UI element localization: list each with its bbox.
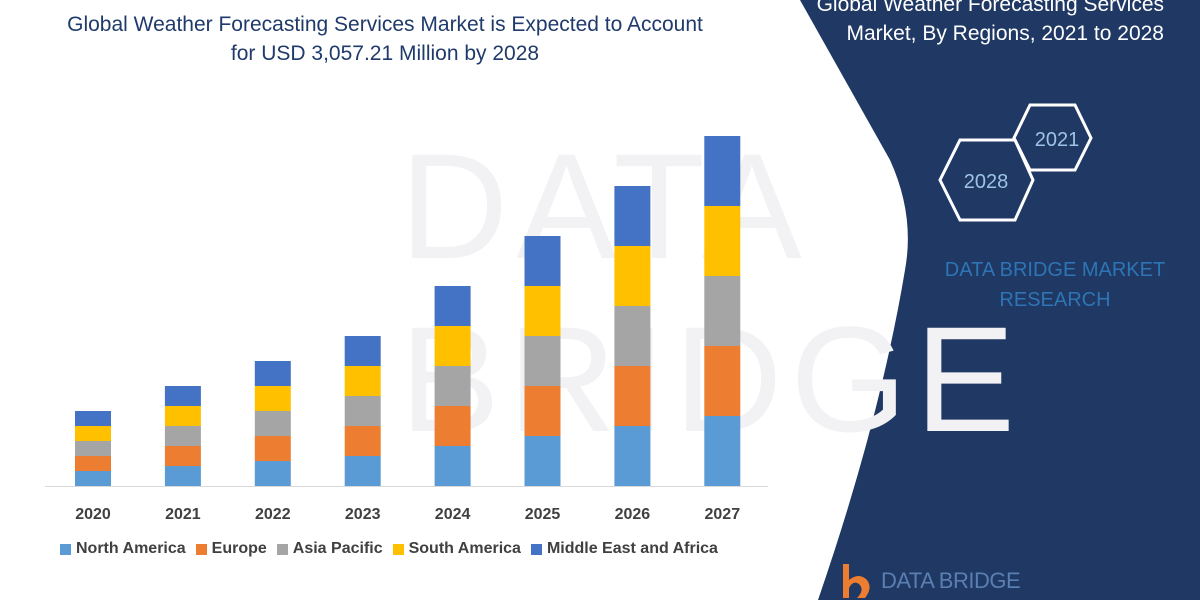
bar-2027-asia-pacific — [704, 276, 741, 346]
bar-2021-middle-east-and-africa — [164, 386, 201, 406]
legend-swatch — [195, 543, 207, 555]
bar-2020-south-america — [75, 426, 111, 441]
bar-2022-south-america — [254, 386, 291, 411]
legend-swatch — [530, 543, 542, 555]
x-tick-label: 2021 — [165, 506, 201, 523]
x-tick-label: 2027 — [705, 506, 741, 523]
x-tick-label: 2025 — [525, 506, 561, 523]
legend-swatch — [392, 543, 404, 555]
bar-2024-europe — [434, 406, 471, 446]
hexagon-2021 — [1012, 103, 1093, 172]
legend-label: North America — [76, 540, 186, 557]
bar-2022-europe — [254, 436, 291, 461]
bar-2023-south-america — [344, 366, 381, 396]
bar-2020-asia-pacific — [75, 441, 111, 456]
bar-2022-asia-pacific — [254, 411, 291, 436]
bar-2020-middle-east-and-africa — [75, 411, 111, 426]
x-tick-label: 2024 — [435, 506, 471, 523]
legend-swatch — [276, 543, 288, 555]
legend-label: Asia Pacific — [292, 540, 383, 557]
logo: DATA BRIDGE — [835, 562, 1021, 600]
bar-2025-north-america — [524, 436, 561, 486]
bar-2026-south-america — [614, 246, 651, 306]
legend-label: Europe — [211, 540, 267, 557]
hexagon-2028 — [938, 138, 1035, 222]
bar-2021-asia-pacific — [164, 426, 201, 446]
bar-2026-europe — [614, 366, 651, 426]
bar-2022-middle-east-and-africa — [254, 361, 291, 386]
legend-item: Asia Pacific — [276, 540, 383, 558]
bar-2020-europe — [75, 456, 111, 471]
bar-2025-asia-pacific — [524, 336, 561, 386]
x-tick-label: 2022 — [255, 506, 291, 523]
x-tick-label: 2026 — [615, 506, 651, 523]
hexagon-2021-label: 2021 — [1035, 129, 1080, 151]
bar-2020-north-america — [75, 471, 111, 486]
navy-side-panel — [800, 0, 1200, 600]
legend-label: South America — [408, 540, 521, 557]
bar-2027-middle-east-and-africa — [704, 136, 741, 206]
bar-2022-north-america — [254, 461, 291, 486]
legend-item: South America — [392, 540, 521, 558]
bar-2024-north-america — [434, 446, 471, 486]
bar-2027-south-america — [704, 206, 741, 276]
bar-2024-south-america — [434, 326, 471, 366]
bar-2023-middle-east-and-africa — [344, 336, 381, 366]
bar-2021-north-america — [164, 466, 201, 486]
bar-2026-middle-east-and-africa — [614, 186, 651, 246]
bar-2024-asia-pacific — [434, 366, 471, 406]
stacked-bar-chart: 2020 2021 2022 2023 2024 2025 2026 2027 — [45, 136, 768, 523]
bar-2025-europe — [524, 386, 561, 436]
side-title: Global Weather Forecasting Services Mark… — [816, 0, 1164, 45]
hexagon-2028-label: 2028 — [964, 171, 1009, 193]
bar-2026-north-america — [614, 426, 651, 486]
legend-item: Europe — [195, 540, 267, 558]
bar-2025-south-america — [524, 286, 561, 336]
bar-2023-europe — [344, 426, 381, 456]
legend-label: Middle East and Africa — [546, 540, 718, 557]
bar-2023-asia-pacific — [344, 396, 381, 426]
bar-2026-asia-pacific — [614, 306, 651, 366]
x-tick-label: 2020 — [75, 506, 111, 523]
legend-swatch — [60, 543, 71, 555]
legend: North America Europe Asia Pacific South Ame… — [60, 540, 718, 558]
bar-2024-middle-east-and-africa — [434, 286, 471, 326]
bar-2027-europe — [704, 346, 741, 416]
logo-text: DATA BRIDGE — [881, 568, 1021, 593]
x-tick-label: 2023 — [345, 506, 381, 523]
bar-2021-south-america — [164, 406, 201, 426]
legend-item: North America — [60, 540, 186, 558]
bar-2027-north-america — [704, 416, 741, 486]
brand-text: DATA BRIDGE MARKET RESEARCH — [944, 259, 1166, 311]
legend-item: Middle East and Africa — [530, 540, 718, 558]
bar-2021-europe — [164, 446, 201, 466]
bar-2025-middle-east-and-africa — [524, 236, 561, 286]
chart-title: Global Weather Forecasting Services Mark… — [67, 13, 703, 65]
bar-2023-north-america — [344, 456, 381, 486]
logo-icon — [843, 564, 870, 598]
